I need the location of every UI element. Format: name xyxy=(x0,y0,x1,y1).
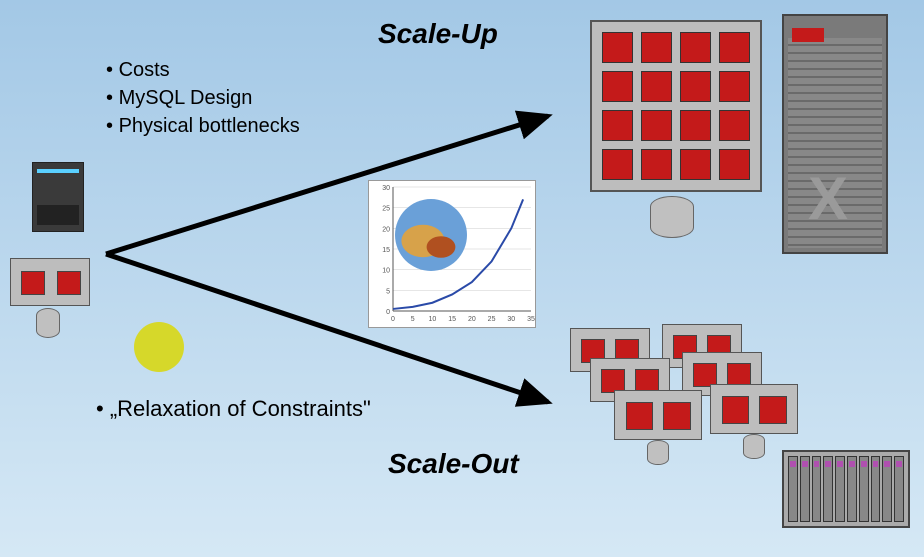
svg-text:0: 0 xyxy=(391,316,395,323)
server-tower-icon xyxy=(32,162,84,232)
db-node-cluster xyxy=(710,384,798,434)
db-node-source xyxy=(10,258,90,306)
grid-cell-icon xyxy=(719,149,750,180)
svg-text:30: 30 xyxy=(507,316,515,323)
cylinder-disk-icon xyxy=(36,308,60,338)
svg-text:5: 5 xyxy=(411,316,415,323)
grid-cell-icon xyxy=(602,149,633,180)
grid-cell-icon xyxy=(602,71,633,102)
svg-text:15: 15 xyxy=(448,316,456,323)
svg-text:20: 20 xyxy=(468,316,476,323)
svg-text:30: 30 xyxy=(382,185,390,192)
svg-text:5: 5 xyxy=(386,288,390,295)
blade-rack-icon xyxy=(782,450,910,528)
bullet-list-top: Costs MySQL Design Physical bottlenecks xyxy=(106,56,300,140)
svg-text:10: 10 xyxy=(382,268,390,275)
title-scale-up: Scale-Up xyxy=(378,18,498,50)
grid-cell-icon xyxy=(719,110,750,141)
svg-text:35: 35 xyxy=(527,316,535,323)
grid-cell-icon xyxy=(641,32,672,63)
grid-cell-icon xyxy=(719,32,750,63)
grid-cell-icon xyxy=(641,149,672,180)
chart-svg: 0 5 10 15 20 25 30 0 5 10 15 20 25 30 35 xyxy=(369,181,537,329)
bullet-item: Physical bottlenecks xyxy=(106,112,300,140)
grid-cell-icon xyxy=(719,71,750,102)
grid-cell-icon xyxy=(641,110,672,141)
grid-cell-icon xyxy=(680,149,711,180)
svg-text:20: 20 xyxy=(382,226,390,233)
svg-text:25: 25 xyxy=(382,206,390,213)
grid-cell-icon xyxy=(602,110,633,141)
grid-cell-icon xyxy=(680,32,711,63)
scale-up-grid xyxy=(590,20,762,192)
svg-text:0: 0 xyxy=(386,309,390,316)
cylinder-disk-icon xyxy=(647,440,668,465)
svg-text:10: 10 xyxy=(429,316,437,323)
laser-pointer-icon xyxy=(134,322,184,372)
grid-cell-icon xyxy=(641,71,672,102)
bullet-item: „Relaxation of Constraints" xyxy=(96,396,371,422)
bullet-list-bottom: „Relaxation of Constraints" xyxy=(96,396,371,422)
bullet-item: MySQL Design xyxy=(106,84,300,112)
svg-text:15: 15 xyxy=(382,247,390,254)
db-shard-icon xyxy=(21,271,45,295)
grid-cell-icon xyxy=(680,71,711,102)
bullet-item: Costs xyxy=(106,56,300,84)
rack-x-mark-icon: X xyxy=(808,164,848,233)
cylinder-disk-icon xyxy=(743,434,764,459)
grid-cell-icon xyxy=(602,32,633,63)
db-shard-icon xyxy=(57,271,81,295)
cylinder-disk-icon xyxy=(650,196,694,238)
grid-cell-icon xyxy=(680,110,711,141)
title-scale-out: Scale-Out xyxy=(388,448,519,480)
cost-chart: 0 5 10 15 20 25 30 0 5 10 15 20 25 30 35 xyxy=(368,180,536,328)
db-node-cluster xyxy=(614,390,702,440)
rack-label-icon xyxy=(792,28,824,42)
svg-text:25: 25 xyxy=(488,316,496,323)
